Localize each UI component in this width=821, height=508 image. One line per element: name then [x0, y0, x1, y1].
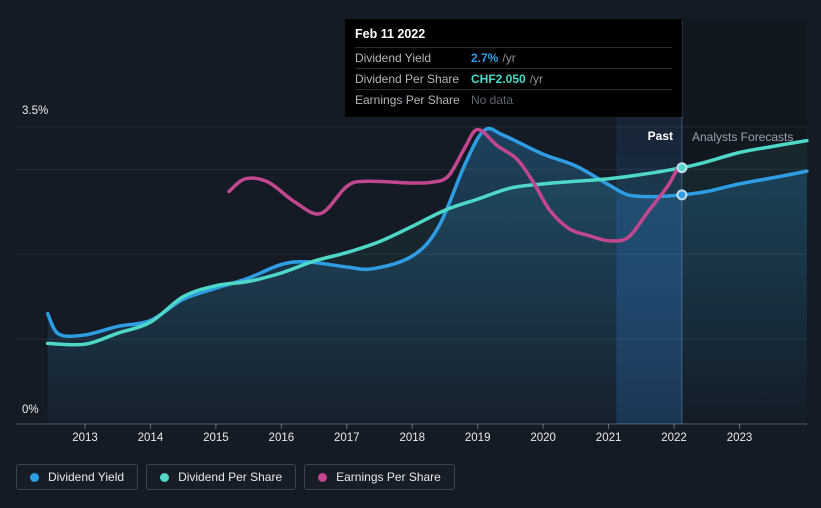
legend-item-dividend-per-share[interactable]: Dividend Per Share [146, 464, 297, 490]
earnings-per-share-dot-icon [318, 472, 328, 482]
dividend-per-share-dot-icon [160, 472, 170, 482]
svg-text:2013: 2013 [72, 432, 98, 444]
tooltip-value: CHF2.050 [471, 72, 526, 86]
svg-text:2021: 2021 [596, 432, 622, 444]
tooltip-label: Dividend Per Share [355, 72, 460, 86]
tooltip-value: No data [471, 93, 514, 107]
svg-text:2016: 2016 [269, 432, 295, 444]
svg-text:2017: 2017 [334, 432, 360, 444]
svg-text:2022: 2022 [661, 432, 687, 444]
dividend-yield-dot-icon [30, 472, 39, 482]
tooltip-label: Earnings Per Share [355, 93, 460, 107]
legend-item-dividend-yield[interactable]: Dividend Yield [16, 464, 139, 490]
legend-label: Dividend Per Share [178, 470, 283, 484]
chart-tooltip: Feb 11 2022 Dividend Yield 2.7% /yr Divi… [345, 19, 682, 117]
legend-item-earnings-per-share[interactable]: Earnings Per Share [304, 464, 455, 490]
tooltip-label: Dividend Yield [355, 51, 432, 65]
svg-text:2015: 2015 [203, 432, 229, 444]
svg-text:2018: 2018 [399, 432, 425, 444]
svg-text:2019: 2019 [465, 432, 491, 444]
legend-label: Dividend Yield [48, 470, 125, 484]
tooltip-row-dividend-yield: Dividend Yield 2.7% /yr [355, 47, 672, 68]
tooltip-unit: /yr [529, 72, 544, 86]
forecast-zone-label: Analysts Forecasts [692, 130, 794, 144]
tooltip-unit: /yr [502, 51, 516, 65]
tooltip-row-dividend-per-share: Dividend Per Share CHF2.050 /yr [355, 68, 672, 89]
svg-text:2014: 2014 [138, 432, 164, 444]
past-zone-label: Past [647, 129, 673, 143]
tooltip-value: 2.7% [471, 51, 499, 65]
chart-legend: Dividend Yield Dividend Per Share Earnin… [16, 464, 455, 490]
svg-text:2023: 2023 [727, 432, 753, 444]
legend-label: Earnings Per Share [336, 470, 441, 484]
tooltip-row-earnings-per-share: Earnings Per Share No data [355, 89, 672, 110]
svg-text:2020: 2020 [530, 432, 556, 444]
y-axis-min-label: 0% [22, 404, 39, 416]
tooltip-date: Feb 11 2022 [355, 27, 426, 41]
y-axis-max-label: 3.5% [22, 105, 49, 117]
